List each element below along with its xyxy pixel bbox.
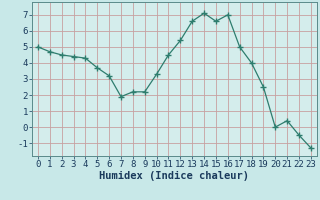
X-axis label: Humidex (Indice chaleur): Humidex (Indice chaleur) xyxy=(100,171,249,181)
